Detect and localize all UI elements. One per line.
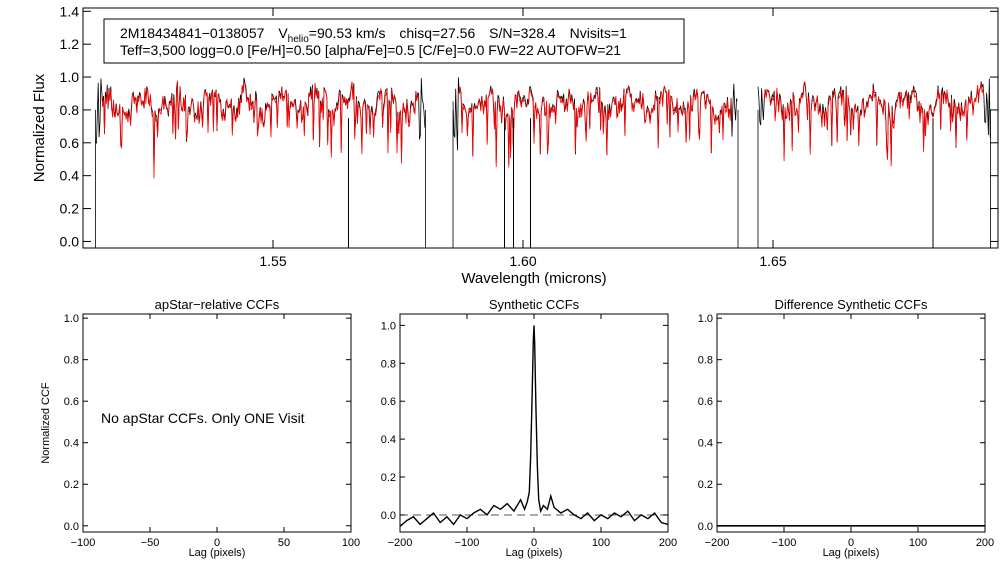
x-tick-label: 0 [214,537,220,549]
difference-ccf-title: Difference Synthetic CCFs [775,297,928,312]
x-tick-label: −100 [71,537,96,549]
observed-spectrum-series [95,77,991,248]
y-tick-label: 1.4 [60,3,80,19]
x-tick-label: 100 [592,537,610,549]
y-tick-label: 0.6 [698,396,713,408]
spectrum-panel: 1.55 1.60 1.65 0.0 0.2 0.4 0.6 0.8 1.0 1.2 1.4 2M1… [31,3,999,287]
y-tick-label: 0.2 [60,201,80,217]
x-tick-label: −100 [455,537,480,549]
y-tick-label: 0.6 [64,396,79,408]
difference-ccf-xlabel: Lag (pixels) [823,547,880,559]
x-tick-label: 0 [848,537,854,549]
y-tick-label: 0.0 [64,521,79,533]
difference-ccf-axes-frame [716,313,986,533]
x-tick-label: 200 [976,537,994,549]
y-tick-label: 1.0 [381,320,396,332]
chisq-value: chisq=27.56 [399,25,475,41]
y-tick-label: 0.4 [698,438,713,450]
synthetic-ccf-title: Synthetic CCFs [489,297,580,312]
x-tick-label: −50 [141,537,160,549]
y-tick-label: 0.6 [60,135,80,151]
x-tick-label: 100 [909,537,927,549]
spectrum-ylabel: Normalized Flux [31,73,48,182]
y-tick-label: 0.0 [381,510,396,522]
x-tick-label: 1.55 [259,253,286,269]
star-id: 2M18434841−0138057 [120,25,265,41]
synthetic-spectrum-chip-2 [458,85,732,168]
y-tick-label: 0.2 [381,472,396,484]
y-tick-label: 0.4 [381,434,396,446]
y-tick-label: 0.8 [698,355,713,367]
y-tick-label: 0.8 [381,358,396,370]
y-tick-label: 0.8 [64,355,79,367]
spectrum-axes-frame [82,7,999,249]
synthetic-spectrum-chip-1 [101,80,419,179]
x-tick-label: 1.65 [759,253,786,269]
x-tick-label: 100 [342,537,360,549]
synthetic-ccf-axes-frame [399,313,669,533]
y-tick-label: 1.0 [64,313,79,325]
x-tick-label: 50 [278,537,290,549]
vhelio-value: =90.53 km/s [309,25,386,41]
x-tick-label: 200 [659,537,677,549]
spectrum-ticks: 1.55 1.60 1.65 0.0 0.2 0.4 0.6 0.8 1.0 1.2 1.4 [60,3,998,269]
x-tick-label: −100 [772,537,797,549]
y-tick-label: 0.8 [60,102,80,118]
y-tick-label: 0.4 [64,438,79,450]
apstar-ccf-xlabel: Lag (pixels) [189,547,246,559]
y-tick-label: 0.2 [698,479,713,491]
apstar-ccf-title: apStar−relative CCFs [155,297,280,312]
ccf-ylabel: Normalized CCF [40,382,52,464]
spectrum-xlabel: Wavelength (microns) [461,270,606,287]
synthetic-ccf-xlabel: Lag (pixels) [506,547,563,559]
spectrum-info-line1: 2M18434841−0138057 Vhelio=90.53 km/s chi… [120,25,627,45]
y-tick-label: 0.0 [60,233,80,249]
synthetic-ccf-panel: Synthetic CCFs −200 −100 0 100 200 0.0 0.2 0.4 0… [381,297,677,559]
difference-ccf-ticks: −200 −100 0 100 200 0.0 0.2 0.4 0.6 0.8 1.0 [698,313,994,549]
y-tick-label: 1.0 [698,313,713,325]
deep-absorption-lines [348,118,934,248]
x-tick-label: −200 [705,537,730,549]
x-tick-label: 0 [531,537,537,549]
spectrum-info-box [103,18,685,64]
y-tick-label: 0.6 [381,396,396,408]
spectrum-info-line2: Teff=3,500 logg=0.0 [Fe/H]=0.50 [alpha/F… [120,42,621,58]
y-tick-label: 0.4 [60,168,80,184]
vhelio-subscript: helio [288,34,310,45]
y-tick-label: 1.2 [60,36,80,52]
no-ccf-message: No apStar CCFs. Only ONE Visit [101,410,305,426]
y-tick-label: 0.0 [698,521,713,533]
synthetic-spectrum-series [101,80,985,179]
x-tick-label: −200 [388,537,413,549]
y-tick-label: 0.2 [64,479,79,491]
x-tick-label: 1.60 [509,253,536,269]
sn-value: S/N=328.4 [489,25,556,41]
synthetic-spectrum-chip-3 [763,81,985,167]
synthetic-ccf-ticks: −200 −100 0 100 200 0.0 0.2 0.4 0.6 0.8 1.0 [381,314,677,549]
nvisits-value: Nvisits=1 [570,25,627,41]
y-tick-label: 1.0 [60,69,80,85]
apstar-ccf-ticks: −100 −50 0 50 100 0.0 0.2 0.4 0.6 0.8 1.0 [64,313,360,549]
vhelio-symbol: V [278,25,288,41]
difference-ccf-panel: Difference Synthetic CCFs −200 −100 0 100 20… [698,297,994,559]
apstar-ccf-panel: apStar−relative CCFs −100 −50 0 50 100 0.0 0.2… [40,297,360,559]
synthetic-ccf-curve [399,325,669,527]
